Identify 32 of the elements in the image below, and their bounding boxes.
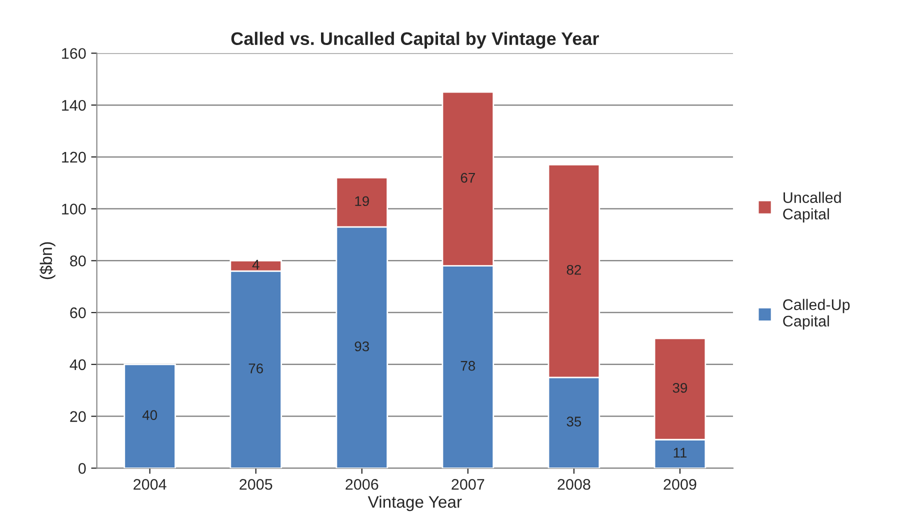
data-label: 67 [460, 172, 475, 183]
x-tick-label: 2009 [664, 478, 696, 490]
data-label: 39 [672, 382, 688, 393]
x-tick-label: 2008 [558, 478, 590, 490]
data-label: 40 [142, 410, 158, 420]
y-tick-label: 100 [62, 204, 86, 214]
data-label: 78 [460, 360, 476, 371]
y-axis-title: ($bn) [40, 242, 56, 280]
y-tick-label: 20 [70, 411, 86, 422]
data-label: 19 [355, 196, 369, 206]
data-label: 76 [248, 364, 263, 374]
x-axis-title: Vintage Year [368, 496, 462, 512]
data-label: 82 [566, 264, 581, 275]
y-tick-label: 120 [62, 152, 86, 163]
y-tick-label: 140 [62, 100, 86, 111]
data-label: 93 [354, 341, 369, 352]
data-label: 35 [566, 416, 582, 426]
y-tick-label: 0 [78, 463, 86, 474]
legend-label: Called-Up Capital [783, 298, 850, 330]
y-tick-label: 80 [70, 256, 86, 266]
x-tick-label: 2006 [346, 478, 378, 490]
chart-title: Called vs. Uncalled Capital by Vintage Year [231, 32, 599, 49]
y-tick-label: 40 [70, 359, 86, 370]
y-tick-label: 60 [70, 307, 86, 318]
x-tick-label: 2005 [240, 478, 272, 490]
data-label: 11 [674, 448, 687, 458]
legend-label: Uncalled Capital [783, 192, 841, 222]
x-tick-label: 2007 [452, 478, 484, 490]
bar [124, 364, 176, 468]
x-tick-label: 2004 [134, 478, 166, 490]
data-label: 4 [252, 260, 260, 270]
y-tick-label: 160 [62, 48, 86, 59]
